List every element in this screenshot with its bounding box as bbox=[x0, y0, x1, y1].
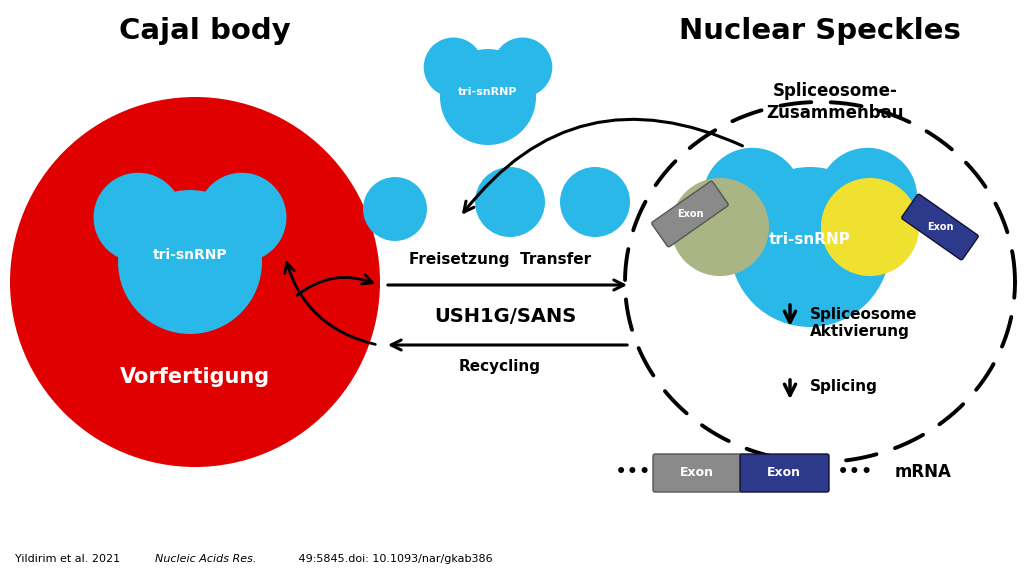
Text: •••: ••• bbox=[837, 462, 873, 482]
Circle shape bbox=[730, 167, 890, 327]
Text: Exon: Exon bbox=[680, 465, 714, 478]
Text: Exon: Exon bbox=[927, 222, 953, 232]
FancyBboxPatch shape bbox=[653, 454, 742, 492]
Circle shape bbox=[702, 148, 802, 247]
Text: Recycling: Recycling bbox=[459, 359, 541, 374]
Text: 49:5845.doi: 10.1093/nar/gkab386: 49:5845.doi: 10.1093/nar/gkab386 bbox=[295, 554, 493, 564]
Text: tri-snRNP: tri-snRNP bbox=[769, 231, 851, 247]
Text: Cajal body: Cajal body bbox=[119, 17, 291, 45]
Circle shape bbox=[118, 190, 262, 334]
Circle shape bbox=[93, 173, 183, 262]
Circle shape bbox=[822, 179, 918, 275]
FancyBboxPatch shape bbox=[651, 181, 728, 247]
Text: Spliceosome
Aktivierung: Spliceosome Aktivierung bbox=[810, 307, 918, 339]
Circle shape bbox=[818, 148, 918, 247]
Text: Vorfertigung: Vorfertigung bbox=[120, 367, 270, 387]
Text: Exon: Exon bbox=[767, 465, 801, 478]
Text: Nucleic Acids Res.: Nucleic Acids Res. bbox=[155, 554, 256, 564]
Text: •••: ••• bbox=[614, 462, 651, 482]
Circle shape bbox=[493, 38, 552, 97]
Text: mRNA: mRNA bbox=[895, 463, 952, 481]
Text: Spliceosome-
Zusammenbau: Spliceosome- Zusammenbau bbox=[766, 82, 904, 122]
Text: Yildirim et al. 2021: Yildirim et al. 2021 bbox=[15, 554, 124, 564]
FancyBboxPatch shape bbox=[902, 194, 978, 260]
Circle shape bbox=[475, 167, 545, 237]
Text: Exon: Exon bbox=[677, 209, 703, 219]
FancyBboxPatch shape bbox=[740, 454, 829, 492]
Circle shape bbox=[198, 173, 287, 262]
Text: Splicing: Splicing bbox=[810, 379, 878, 394]
Circle shape bbox=[560, 167, 630, 237]
Circle shape bbox=[10, 97, 380, 467]
Text: tri-snRNP: tri-snRNP bbox=[153, 248, 227, 262]
Circle shape bbox=[424, 38, 483, 97]
Text: USH1G/SANS: USH1G/SANS bbox=[434, 308, 577, 326]
Text: Nuclear Speckles: Nuclear Speckles bbox=[679, 17, 961, 45]
Text: tri-snRNP: tri-snRNP bbox=[459, 87, 518, 97]
Circle shape bbox=[672, 179, 768, 275]
Text: Freisetzung  Transfer: Freisetzung Transfer bbox=[409, 252, 591, 267]
Circle shape bbox=[440, 49, 536, 145]
Circle shape bbox=[362, 177, 427, 241]
